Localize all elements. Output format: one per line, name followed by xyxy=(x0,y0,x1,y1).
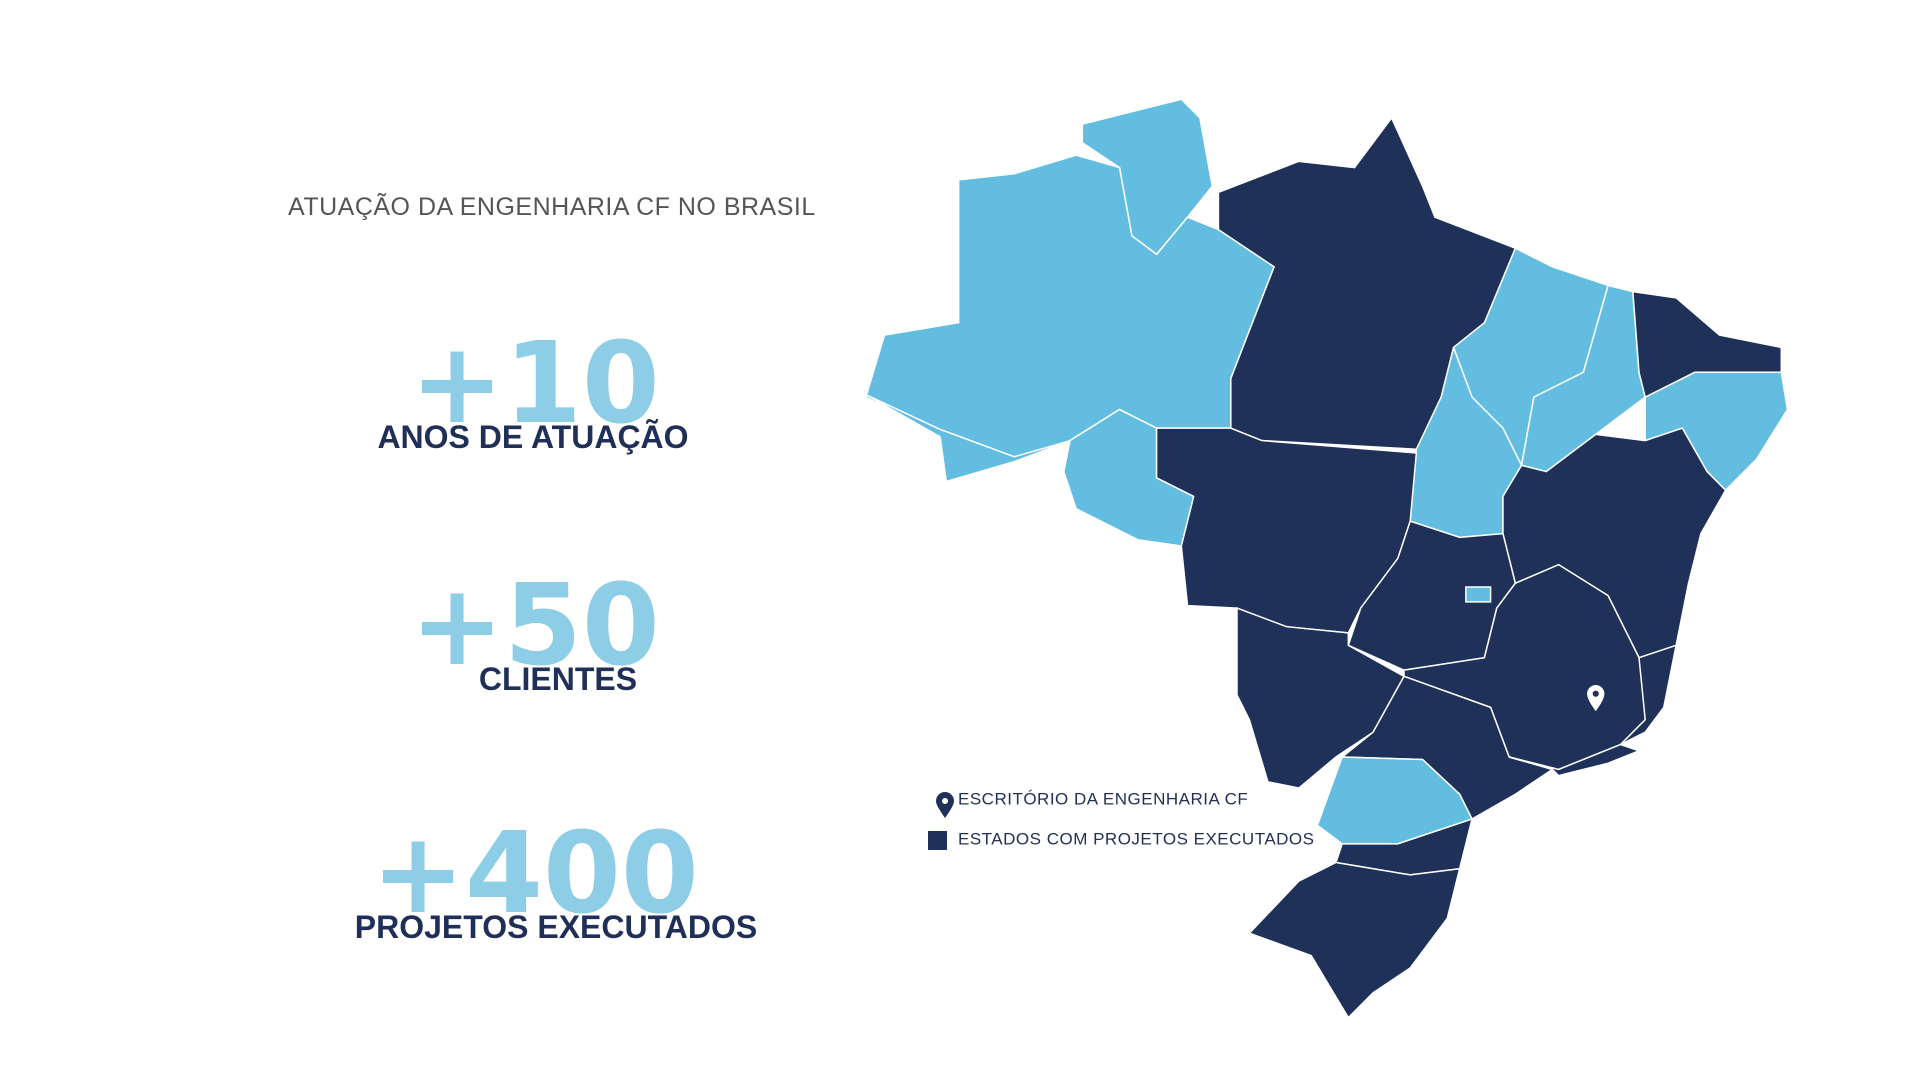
legend-label: ESCRITÓRIO DA ENGENHARIA CF xyxy=(958,789,1248,808)
title: ATUAÇÃO DA ENGENHARIA CF NO BRASIL xyxy=(288,192,816,221)
brazil-map xyxy=(865,98,1789,1019)
legend-swatch xyxy=(928,831,947,850)
office-pin xyxy=(1587,685,1605,712)
stat-label: CLIENTES xyxy=(479,661,637,697)
stat-number: +50 xyxy=(410,561,660,691)
stat-number: +400 xyxy=(371,809,699,939)
state xyxy=(1619,644,1678,746)
state xyxy=(1508,743,1642,777)
stat-label: ANOS DE ATUAÇÃO xyxy=(377,419,688,455)
state xyxy=(1248,861,1461,1019)
state xyxy=(1632,290,1783,399)
legend-label: ESTADOS COM PROJETOS EXECUTADOS xyxy=(958,829,1315,848)
stat-label: PROJETOS EXECUTADOS xyxy=(355,909,757,945)
stat-number: +10 xyxy=(410,319,660,449)
state xyxy=(1465,586,1492,603)
office-pin-dot xyxy=(1592,690,1599,697)
state xyxy=(1236,607,1406,789)
state xyxy=(865,393,1067,483)
legend-pin xyxy=(936,792,954,818)
legend-pin-dot xyxy=(942,798,948,804)
state xyxy=(1217,116,1517,451)
